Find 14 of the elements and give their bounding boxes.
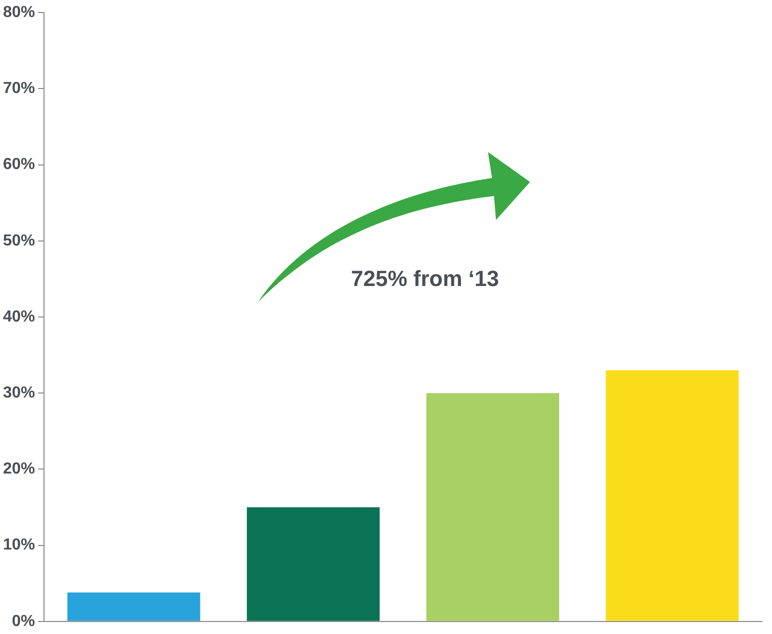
- y-tick-label: 0%: [12, 612, 36, 630]
- y-tick-label: 30%: [2, 384, 36, 402]
- bar: [426, 393, 560, 621]
- y-tick-label: 70%: [2, 80, 36, 98]
- y-tick-label: 80%: [2, 4, 36, 22]
- annotation: 725% from ‘13: [351, 266, 499, 292]
- y-tick-label: 10%: [2, 536, 36, 554]
- y-tick-label: 50%: [2, 232, 36, 250]
- y-tick-label: 60%: [2, 156, 36, 174]
- bar: [246, 507, 380, 621]
- y-tick-label: 20%: [2, 460, 36, 478]
- bar: [606, 370, 739, 621]
- y-tick-label: 40%: [2, 308, 36, 326]
- bar: [67, 592, 200, 621]
